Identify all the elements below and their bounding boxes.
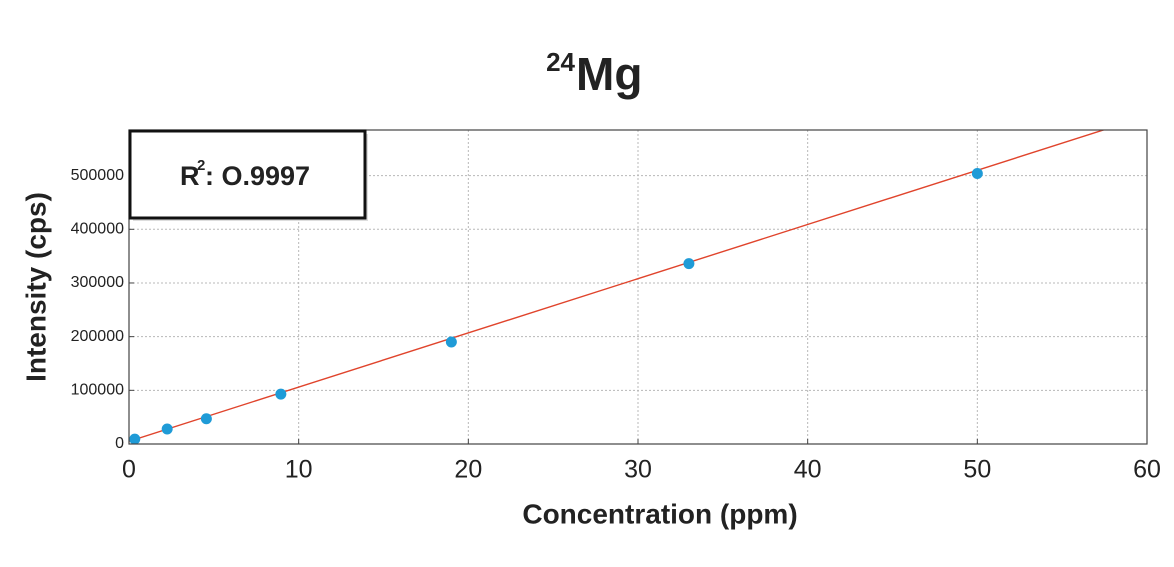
annotation-text: : O.9997 xyxy=(205,161,310,191)
x-tick-label: 40 xyxy=(794,456,822,484)
data-point xyxy=(129,433,141,444)
data-point xyxy=(200,413,212,425)
data-point xyxy=(445,336,457,348)
plot-frame xyxy=(128,129,1148,445)
chart-title: Mg xyxy=(576,48,642,100)
x-tick-label: 10 xyxy=(285,456,313,484)
data-point xyxy=(275,388,287,400)
data-point xyxy=(161,423,173,435)
x-tick-label: 0 xyxy=(122,456,136,484)
plot-area xyxy=(129,130,1106,444)
y-tick-label: 300000 xyxy=(71,274,124,291)
x-tick-label: 30 xyxy=(624,456,652,484)
y-tick-label: 500000 xyxy=(71,167,124,184)
y-tick-label: 0 xyxy=(115,435,124,452)
annotation-symbol: R xyxy=(180,161,200,191)
y-tick-label: 400000 xyxy=(71,221,124,238)
x-tick-label: 60 xyxy=(1133,456,1161,484)
y-tick-label: 100000 xyxy=(71,382,124,399)
x-axis-label: Concentration (ppm) xyxy=(522,498,797,529)
data-point xyxy=(971,167,983,179)
y-tick-label: 200000 xyxy=(71,328,124,345)
annotation-power: 2 xyxy=(197,157,205,174)
title-superscript: 24 xyxy=(546,47,575,77)
x-tick-label: 50 xyxy=(963,456,991,484)
annotation-box xyxy=(128,129,367,220)
y-axis-label: Intensity (cps) xyxy=(20,192,51,382)
data-point xyxy=(683,258,695,270)
x-tick-label: 20 xyxy=(454,456,482,484)
